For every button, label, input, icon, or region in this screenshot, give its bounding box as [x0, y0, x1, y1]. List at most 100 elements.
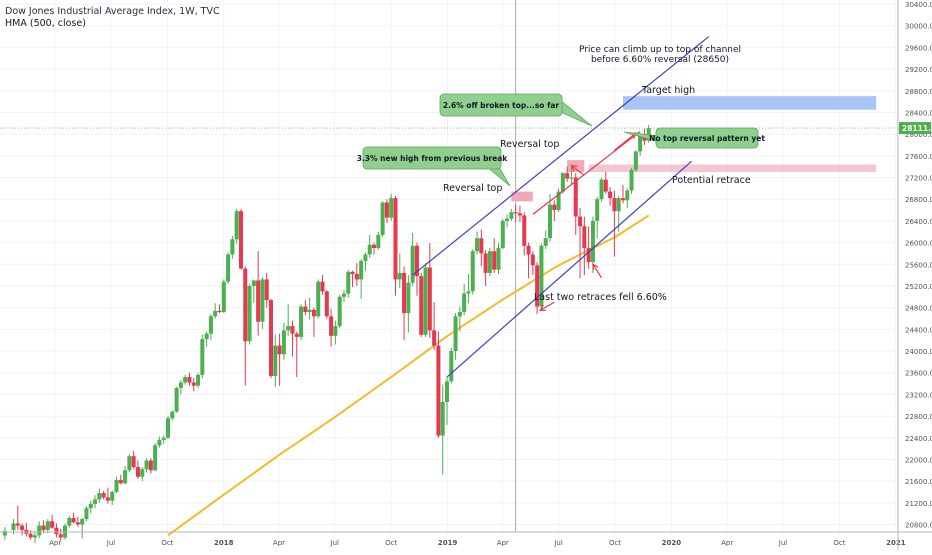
candle-body [337, 296, 342, 327]
candle-body [526, 245, 531, 255]
x-tick-label: Jul [330, 539, 340, 547]
candle-body [11, 523, 16, 530]
candle-body [414, 245, 419, 277]
candle-body [350, 271, 355, 275]
candle-body [539, 245, 544, 307]
chart-legend: Dow Jones Industrial Average Index, 1W, … [5, 6, 220, 30]
candle-body [251, 280, 256, 286]
candle-body [608, 191, 613, 199]
y-tick-label: 30400.0 [905, 1, 932, 9]
candle-body [15, 523, 20, 526]
y-tick-label: 30000.0 [905, 23, 932, 31]
candle-body [204, 333, 209, 340]
candle-body [2, 531, 7, 536]
candle-body [157, 439, 162, 446]
y-tick-label: 28400.0 [905, 109, 932, 117]
candle-body [509, 212, 514, 219]
candle-body [346, 271, 351, 294]
candle-body [84, 508, 89, 520]
y-tick-label: 21200.0 [905, 500, 932, 508]
candle-body [393, 198, 398, 280]
candle-body [444, 381, 449, 402]
candle-body [513, 212, 518, 214]
candle-body [110, 491, 115, 501]
candle-body [238, 211, 243, 269]
arrow-shaft [571, 165, 585, 176]
candle-body [569, 177, 574, 179]
candle-body [535, 265, 540, 307]
x-tick-label: Oct [161, 539, 173, 547]
candle-body [303, 306, 308, 312]
x-tick-label: Oct [833, 539, 845, 547]
candle-body [187, 377, 192, 383]
callout-box [655, 127, 759, 149]
annotation-last-two-retraces: Last two retraces fell 6.60% [534, 292, 667, 303]
candle-body [294, 333, 299, 337]
annotations: Price can climb up to top of channelbefo… [357, 45, 766, 303]
y-tick-label: 22400.0 [905, 435, 932, 443]
candle-body [646, 128, 651, 141]
candle-body [114, 480, 119, 492]
y-tick-label: 21600.0 [905, 478, 932, 486]
grid [0, 0, 898, 532]
callout-text: 3.3% new high from previous break [357, 154, 509, 163]
callout-box [439, 93, 563, 117]
candle-body [131, 456, 136, 468]
x-tick-label: Apr [49, 539, 61, 547]
candle-body [517, 213, 522, 216]
candle-body [178, 382, 183, 388]
callout-new-high: 3.3% new high from previous break [357, 146, 511, 187]
y-tick-label: 24400.0 [905, 326, 932, 334]
candle-body [54, 527, 59, 535]
callout-box [362, 146, 502, 170]
x-tick-label: Apr [273, 539, 285, 547]
candle-body [449, 351, 454, 382]
candle-body [329, 316, 334, 336]
arrow [592, 263, 603, 279]
x-tick-label: 2020 [662, 539, 682, 547]
candle-body [208, 316, 213, 334]
arrow-shaft [592, 263, 603, 279]
candle-body [41, 525, 46, 530]
x-tick-label: Oct [385, 539, 397, 547]
y-tick-label: 26000.0 [905, 240, 932, 248]
candle-body [32, 535, 37, 538]
annotation-reversal-top-2: Reversal top [500, 139, 559, 150]
candle-body [307, 309, 312, 312]
candle-body [183, 377, 188, 383]
candle-body [590, 220, 595, 263]
x-tick-label: 2018 [214, 539, 234, 547]
y-tick-label: 26400.0 [905, 218, 932, 226]
candle-body [595, 199, 600, 221]
x-tick-label: Apr [721, 539, 733, 547]
candle-body [457, 311, 462, 317]
candle-body [354, 274, 359, 280]
candle-body [556, 191, 561, 211]
candle-body [153, 445, 158, 471]
candle-body [290, 326, 295, 334]
candle-body [144, 460, 149, 470]
candle-body [548, 204, 553, 239]
candle-body [50, 521, 55, 528]
candle-body [372, 244, 377, 248]
candle-body [217, 310, 222, 312]
last-price-label: 28111.6 [902, 124, 932, 133]
candle-body [101, 493, 106, 498]
candle-body [221, 281, 226, 312]
candle-body [161, 437, 166, 440]
candle-body [560, 173, 565, 192]
y-tick-label: 24000.0 [905, 348, 932, 356]
candle-body [363, 254, 368, 261]
annotation-price-climb-2: before 6.60% reversal (28650) [591, 55, 729, 65]
y-tick-label: 24800.0 [905, 305, 932, 313]
candle-body [320, 281, 325, 292]
candle-body [88, 503, 93, 509]
y-tick-label: 25200.0 [905, 283, 932, 291]
candle-body [37, 525, 42, 536]
candle-body [479, 238, 484, 254]
callout-text: 2.6% off broken top...so far [443, 101, 560, 110]
candle-body [530, 254, 535, 266]
candle-body [341, 293, 346, 297]
